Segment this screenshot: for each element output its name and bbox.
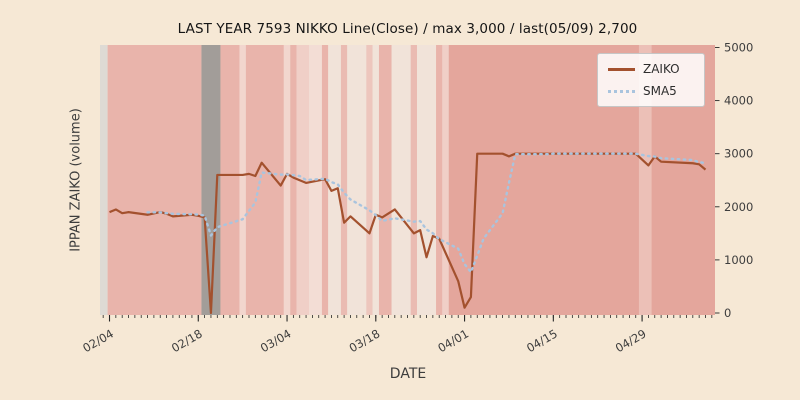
x-tick-label: 04/29 <box>613 326 649 355</box>
background-band <box>378 45 392 315</box>
legend-item-zaiko: ZAIKO <box>608 62 694 76</box>
background-band <box>220 45 240 315</box>
x-tick-label: 02/04 <box>80 326 116 355</box>
background-band <box>290 45 297 315</box>
y-tick-label: 1000 <box>724 253 753 267</box>
y-axis-ticks: 0 1000 2000 3000 4000 5000 <box>715 41 753 320</box>
legend: ZAIKO SMA5 <box>597 53 705 107</box>
zaiko-line-swatch <box>608 67 635 71</box>
background-band <box>442 45 449 315</box>
background-band <box>100 45 108 315</box>
x-tick-label: 02/18 <box>169 326 205 355</box>
background-band <box>107 45 202 315</box>
background-bands <box>100 45 715 315</box>
y-tick-label: 2000 <box>724 200 753 214</box>
y-axis-label: IPPAN ZAIKO (volume) <box>68 108 84 252</box>
background-band <box>347 45 367 315</box>
sma5-line <box>146 152 707 274</box>
chart-title: LAST YEAR 7593 NIKKO Line(Close) / max 3… <box>177 21 638 37</box>
y-tick-label: 0 <box>724 306 731 320</box>
background-band <box>436 45 443 315</box>
x-axis-label: DATE <box>389 366 427 382</box>
background-band <box>391 45 411 315</box>
background-band <box>410 45 418 315</box>
x-tick-label: 04/15 <box>524 326 560 355</box>
y-tick-label: 5000 <box>724 41 753 55</box>
background-band <box>366 45 373 315</box>
background-band <box>283 45 291 315</box>
y-tick-label: 3000 <box>724 147 753 161</box>
legend-item-sma5: SMA5 <box>608 84 694 98</box>
x-tick-label: 04/01 <box>435 326 471 355</box>
background-band <box>372 45 379 315</box>
background-band <box>328 45 341 315</box>
background-band <box>245 45 284 315</box>
x-tick-label: 03/04 <box>258 326 294 355</box>
background-band <box>417 45 437 315</box>
sma5-line-swatch <box>608 89 635 93</box>
legend-label-zaiko: ZAIKO <box>643 62 680 76</box>
x-axis-ticks: 02/04 02/18 03/04 03/18 04/01 04/15 04/29 <box>80 315 713 355</box>
background-band <box>239 45 246 315</box>
x-tick-label: 03/18 <box>347 326 383 355</box>
background-band <box>296 45 310 315</box>
legend-label-sma5: SMA5 <box>643 84 677 98</box>
background-band <box>638 45 652 315</box>
y-tick-label: 4000 <box>724 94 753 108</box>
background-band <box>340 45 348 315</box>
